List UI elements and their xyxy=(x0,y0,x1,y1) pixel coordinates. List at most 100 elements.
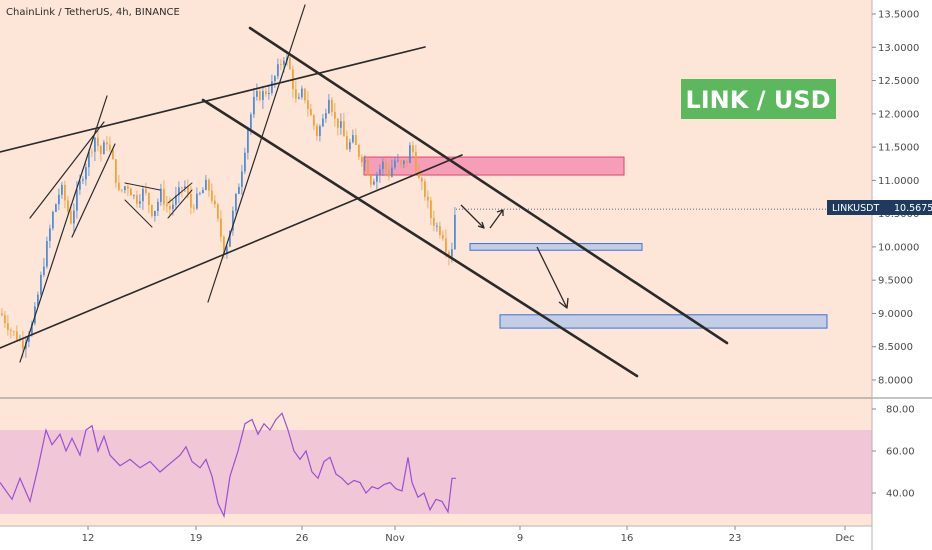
candle xyxy=(268,92,270,95)
falling-channel-top-line[interactable] xyxy=(248,26,729,345)
candle xyxy=(232,210,234,231)
candle xyxy=(208,179,210,191)
rising-channel-bottom-line[interactable] xyxy=(0,154,463,349)
candle xyxy=(328,99,330,114)
candle xyxy=(91,151,93,153)
resistance-zone[interactable] xyxy=(363,156,625,176)
candle xyxy=(61,184,63,195)
candle xyxy=(418,171,420,178)
candle xyxy=(322,118,324,127)
steep-trendline-3[interactable] xyxy=(71,143,116,238)
candle xyxy=(349,142,351,150)
candle xyxy=(88,151,90,168)
candle xyxy=(40,274,42,295)
candle xyxy=(73,210,75,224)
candle xyxy=(166,204,168,207)
triangle-line-2[interactable] xyxy=(124,199,153,228)
candle xyxy=(343,121,345,137)
candle xyxy=(64,184,66,201)
price-tick-label: 8.5000 xyxy=(878,342,913,353)
candle xyxy=(439,225,441,236)
candle xyxy=(388,169,390,177)
rising-channel-top-line[interactable] xyxy=(0,46,426,153)
candle xyxy=(244,152,246,172)
candle xyxy=(124,186,126,191)
candle xyxy=(382,161,384,170)
candle xyxy=(337,118,339,128)
candle xyxy=(241,171,243,188)
candle xyxy=(364,160,366,163)
candle xyxy=(190,193,192,208)
candle xyxy=(202,190,204,194)
time-tick-label: 23 xyxy=(729,533,742,544)
candle xyxy=(316,125,318,137)
candle xyxy=(49,228,51,241)
rsi-tick-label: 40.00 xyxy=(886,489,915,500)
candle xyxy=(295,89,297,99)
candle xyxy=(358,144,360,157)
candle xyxy=(247,128,249,153)
candle xyxy=(184,186,186,189)
candle xyxy=(175,195,177,205)
candle xyxy=(424,181,426,197)
candle xyxy=(430,200,432,218)
candle xyxy=(376,174,378,182)
triangle-line-4[interactable] xyxy=(167,189,193,219)
price-tick-label: 11.5000 xyxy=(878,143,919,154)
candle xyxy=(451,249,453,257)
candle xyxy=(145,188,147,193)
arrow-down-1[interactable] xyxy=(460,204,485,229)
candle xyxy=(406,160,408,163)
price-tick-label: 12.5000 xyxy=(878,76,919,87)
candle xyxy=(229,230,231,247)
candle xyxy=(262,91,264,101)
candle xyxy=(331,99,333,113)
candle xyxy=(112,149,114,160)
steep-trendline-4[interactable] xyxy=(207,4,306,303)
time-tick-label: 26 xyxy=(296,533,309,544)
candle xyxy=(130,188,132,196)
candle xyxy=(259,91,261,101)
steep-trendline-1[interactable] xyxy=(19,95,108,363)
time-axis-background xyxy=(0,526,872,550)
candle xyxy=(310,108,312,116)
arrow-up-1[interactable] xyxy=(489,209,504,229)
candle xyxy=(127,186,129,189)
candle xyxy=(211,190,213,201)
candle xyxy=(160,188,162,202)
candle xyxy=(238,187,240,194)
triangle-line-1[interactable] xyxy=(124,182,161,191)
steep-trendline-2[interactable] xyxy=(29,121,105,219)
candle xyxy=(172,204,174,210)
candle xyxy=(67,200,69,211)
candle xyxy=(55,204,57,212)
candle xyxy=(118,182,120,190)
candle xyxy=(82,179,84,181)
candle xyxy=(373,181,375,185)
triangle-line-3[interactable] xyxy=(167,182,193,204)
support-zone-upper[interactable] xyxy=(469,243,643,251)
price-tick-label: 9.0000 xyxy=(878,309,913,320)
candle xyxy=(1,313,3,316)
candle xyxy=(169,206,171,210)
candle xyxy=(280,64,282,66)
candle xyxy=(400,160,402,165)
candle xyxy=(442,235,444,239)
candle xyxy=(346,136,348,150)
arrow-down-2[interactable] xyxy=(536,246,569,309)
candle xyxy=(256,91,258,97)
candle xyxy=(226,246,228,255)
candle xyxy=(31,323,33,336)
falling-channel-bottom-line[interactable] xyxy=(201,98,639,378)
candle xyxy=(22,339,24,349)
support-zone-lower[interactable] xyxy=(499,314,828,329)
time-tick-label: 19 xyxy=(190,533,203,544)
candle xyxy=(253,96,255,115)
rsi-tick-label: 80.00 xyxy=(886,405,915,416)
candle xyxy=(100,145,102,155)
candle xyxy=(115,159,117,183)
rsi-band xyxy=(0,430,872,514)
candle xyxy=(391,167,393,177)
candle xyxy=(103,142,105,155)
